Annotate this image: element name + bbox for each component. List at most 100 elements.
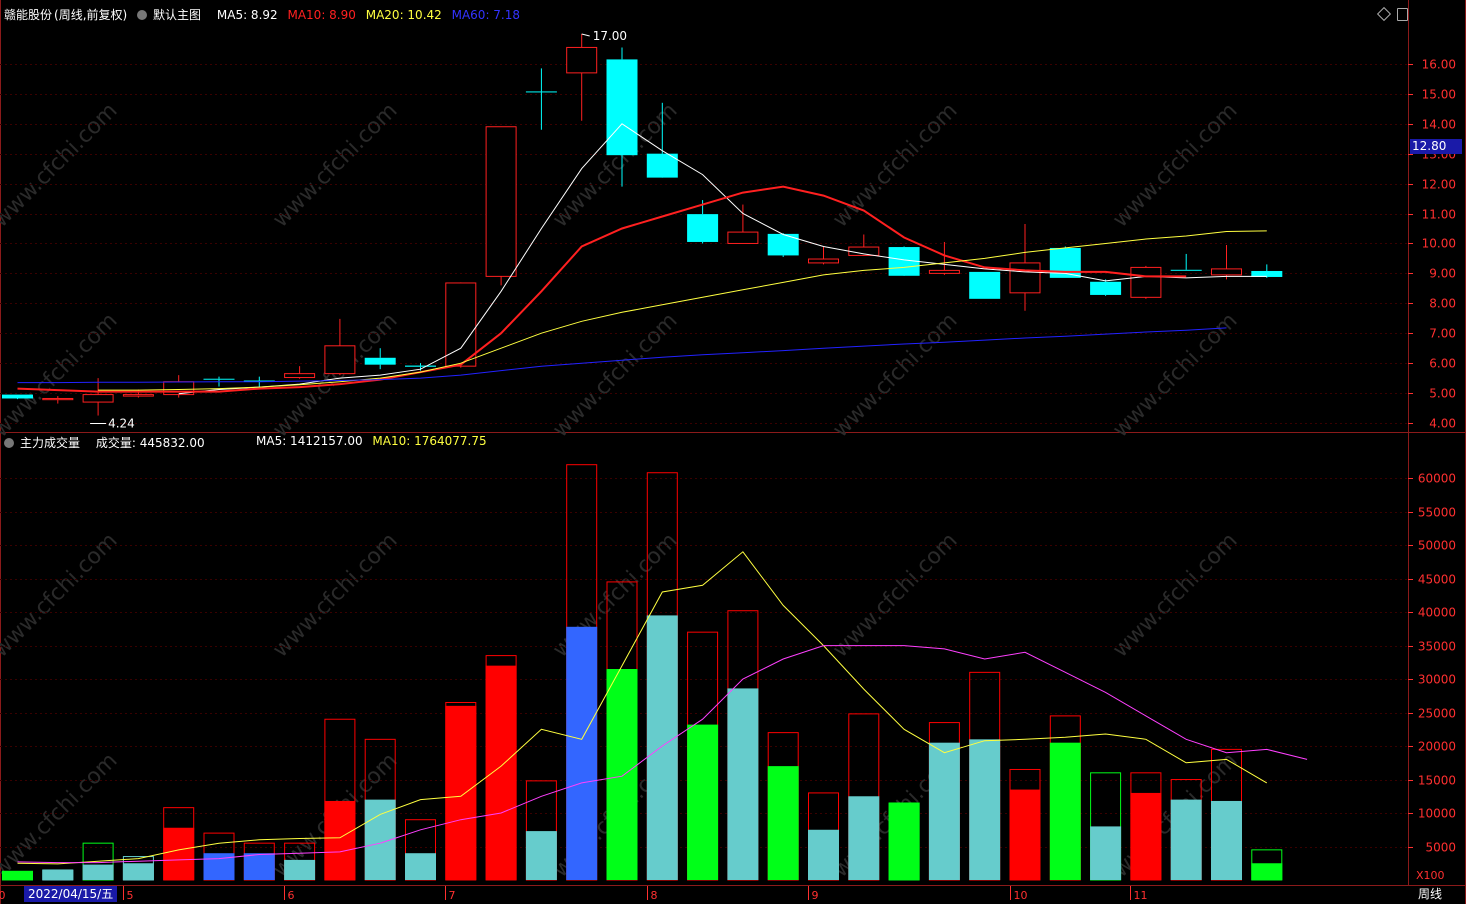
volume-tick-label: 60000 bbox=[1418, 472, 1456, 486]
panel-toggle-icon[interactable] bbox=[1397, 8, 1408, 21]
price-tick-label: 11.00 bbox=[1422, 208, 1456, 222]
period-button[interactable]: 周线 bbox=[1418, 887, 1443, 901]
price-tick-label: 14.00 bbox=[1422, 118, 1456, 132]
candle-body bbox=[2, 394, 33, 399]
volume-indicator-selector[interactable]: 主力成交量 bbox=[4, 436, 86, 450]
candle-body bbox=[566, 46, 598, 74]
volume-bar-main bbox=[1090, 826, 1122, 880]
price-tick-label: 9.00 bbox=[1429, 267, 1456, 281]
current-price-badge: 12.80 bbox=[1410, 139, 1462, 154]
price-tick-label: 10.00 bbox=[1422, 237, 1456, 251]
watermark-text: www.cfchi.com bbox=[548, 308, 682, 442]
candle-body bbox=[1211, 268, 1242, 276]
volume-unit-label: X100 bbox=[1416, 869, 1445, 882]
volume-bar-main bbox=[405, 853, 436, 880]
price-tick-label: 7.00 bbox=[1429, 327, 1456, 341]
volume-bar-main bbox=[1251, 863, 1283, 880]
candle-body bbox=[42, 397, 74, 401]
candle-body bbox=[1009, 262, 1041, 294]
price-panel-header: 赣能股份 (周线,前复权) 默认主图 MA5: 8.92 MA10: 8.90 M… bbox=[4, 6, 526, 23]
watermark-text: www.cfchi.com bbox=[0, 98, 123, 232]
candle-body bbox=[324, 345, 356, 375]
candle-body bbox=[525, 91, 557, 93]
volume-bar-main bbox=[727, 688, 759, 880]
candle-body bbox=[405, 365, 436, 367]
volume-bar-main bbox=[82, 864, 114, 880]
candle-body bbox=[969, 271, 1001, 299]
volume-bar-main bbox=[566, 626, 598, 880]
cursor-date-label: 2022/04/15/五 bbox=[24, 886, 118, 902]
price-tick-label: 8.00 bbox=[1429, 297, 1456, 311]
volume-bar-main bbox=[1009, 789, 1041, 880]
volume-bar-main bbox=[2, 871, 33, 880]
watermark-text: www.cfchi.com bbox=[0, 308, 123, 442]
volume-bar-main bbox=[525, 831, 557, 880]
main-chart-selector[interactable]: 默认主图 bbox=[137, 8, 207, 22]
volume-bar-main bbox=[485, 665, 517, 880]
volume-bar-main bbox=[163, 827, 195, 880]
max-price-label: 17.00 bbox=[593, 29, 627, 43]
candle-body bbox=[122, 394, 154, 397]
month-label: 11 bbox=[1134, 889, 1148, 902]
month-label: 7 bbox=[449, 889, 456, 902]
ma-line-ma60 bbox=[17, 327, 1227, 384]
volume-bar-main bbox=[284, 859, 316, 880]
volume-tick-label: 10000 bbox=[1418, 807, 1456, 821]
price-annotations: 17.00 4.24 bbox=[90, 29, 627, 431]
price-tick-label: 15.00 bbox=[1422, 88, 1456, 102]
min-price-label: 4.24 bbox=[108, 417, 135, 431]
ma10-value: MA10: 8.90 bbox=[287, 8, 356, 22]
period-label: (周线,前复权) bbox=[54, 8, 128, 22]
volume-bar-main bbox=[1130, 792, 1162, 880]
volume-tick-label: 30000 bbox=[1418, 673, 1456, 687]
candle-body bbox=[727, 231, 759, 244]
chevron-down-icon[interactable] bbox=[137, 10, 148, 20]
candle-body bbox=[1170, 269, 1202, 271]
volume-tick-label: 40000 bbox=[1418, 606, 1456, 620]
volume-value: 成交量: 445832.00 bbox=[95, 436, 205, 450]
price-tick-label: 5.00 bbox=[1429, 387, 1456, 401]
candle-body bbox=[928, 269, 960, 274]
volume-bar-main bbox=[42, 869, 74, 880]
candlestick-series bbox=[2, 33, 1283, 416]
price-tick-label: 4.00 bbox=[1429, 417, 1456, 431]
volume-ma-line-ma5 bbox=[17, 551, 1268, 865]
watermark-text: www.cfchi.com bbox=[828, 98, 962, 232]
watermark-text: www.cfchi.com bbox=[0, 528, 123, 662]
volume-ma-lines bbox=[17, 551, 1308, 865]
candle-body bbox=[767, 233, 799, 256]
ma-line-ma5 bbox=[178, 123, 1267, 395]
volume-bar-main bbox=[1211, 800, 1242, 880]
moving-average-lines bbox=[17, 123, 1267, 395]
watermark-text: www.cfchi.com bbox=[828, 528, 962, 662]
volume-bar-main bbox=[445, 705, 477, 880]
volume-ma-line-ma10 bbox=[17, 645, 1308, 864]
volume-indicator-label: 主力成交量 bbox=[20, 436, 81, 450]
chevron-down-icon[interactable] bbox=[4, 438, 14, 448]
candle-body bbox=[646, 153, 678, 178]
month-label: 10 bbox=[1014, 889, 1028, 902]
month-label: 5 bbox=[127, 889, 134, 902]
volume-ma10-value: MA10: 1764077.75 bbox=[372, 434, 487, 448]
candle-body bbox=[203, 378, 235, 380]
stock-name[interactable]: 赣能股份 bbox=[4, 8, 53, 22]
ma-line-ma10 bbox=[17, 185, 1187, 393]
volume-ma5-value: MA5: 1412157.00 bbox=[256, 434, 363, 448]
price-tick-label: 12.00 bbox=[1422, 178, 1456, 192]
candle-body bbox=[687, 214, 719, 242]
volume-tick-label: 50000 bbox=[1418, 539, 1456, 553]
month-label: 6 bbox=[288, 889, 295, 902]
volume-bar-main bbox=[122, 863, 154, 880]
volume-bar-main bbox=[969, 739, 1001, 880]
time-axis: 20 5 6 7 8 9 10 11 bbox=[0, 886, 1148, 902]
volume-tick-label: 35000 bbox=[1418, 640, 1456, 654]
month-label: 9 bbox=[812, 889, 819, 902]
volume-tick-label: 45000 bbox=[1418, 573, 1456, 587]
volume-ma-header: MA5: 1412157.00 MA10: 1764077.75 bbox=[256, 434, 493, 448]
volume-bars bbox=[2, 464, 1283, 881]
volume-axis: 5000 10000 15000 20000 25000 30000 35000 40000 4… bbox=[1408, 472, 1456, 855]
volume-tick-label: 5000 bbox=[1425, 841, 1456, 855]
watermark-text: www.cfchi.com bbox=[268, 98, 402, 232]
